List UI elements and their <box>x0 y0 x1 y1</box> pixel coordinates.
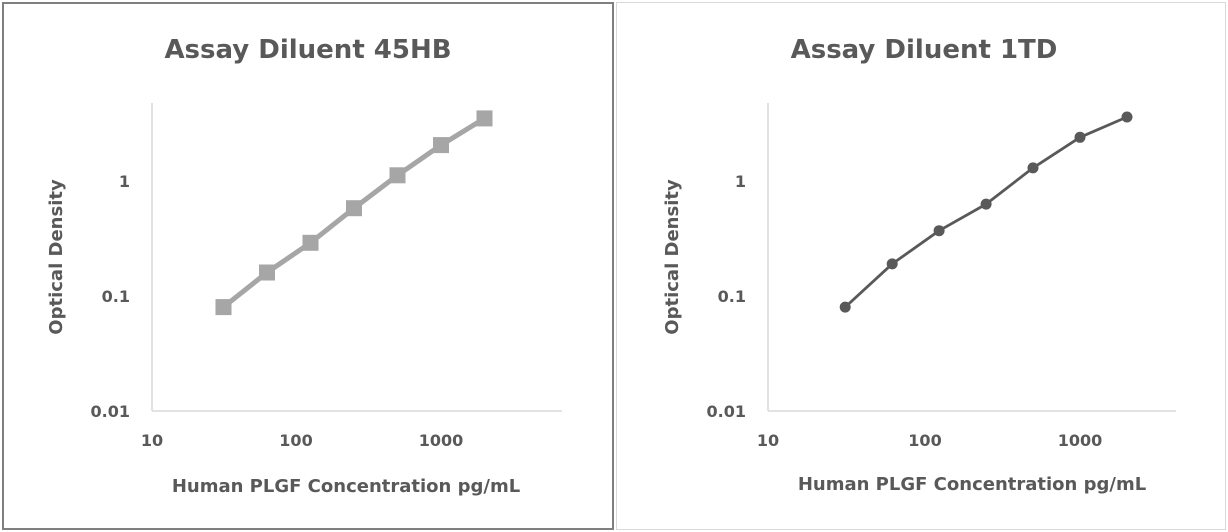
x-tick-label: 10 <box>141 431 163 450</box>
x-tick-label: 100 <box>279 431 312 450</box>
data-point <box>1074 131 1086 143</box>
x-axis-label: Human PLGF Concentration pg/mL <box>172 476 520 497</box>
x-tick-label: 10 <box>757 431 779 450</box>
series-line <box>844 115 1128 309</box>
data-series <box>839 111 1133 313</box>
data-point <box>886 258 898 270</box>
chart-title: Assay Diluent 1TD <box>791 35 1058 65</box>
chart-panel-left: Assay Diluent 45HB 1 0.1 0.01 10 100 100… <box>46 35 562 497</box>
y-tick-label: 0.1 <box>718 287 746 306</box>
data-point <box>215 299 232 316</box>
data-point <box>302 234 319 251</box>
data-point <box>1121 111 1133 123</box>
x-axis-label: Human PLGF Concentration pg/mL <box>798 474 1146 495</box>
y-tick-label: 0.01 <box>91 402 130 421</box>
y-tick-label: 0.01 <box>707 402 746 421</box>
data-point <box>259 264 275 281</box>
data-point <box>346 200 362 217</box>
y-axis-label: Optical Density <box>46 179 67 335</box>
data-point <box>1027 162 1039 174</box>
data-point <box>980 198 992 210</box>
data-series <box>215 110 493 316</box>
data-point <box>389 167 406 184</box>
data-point <box>476 110 493 127</box>
y-tick-label: 0.1 <box>102 287 130 306</box>
chart-left: Assay Diluent 45HB 1 0.1 0.01 10 100 100… <box>46 35 562 497</box>
y-axis-label: Optical Density <box>662 179 683 335</box>
x-tick-label: 1000 <box>1058 431 1103 450</box>
data-point <box>933 225 945 237</box>
y-tick-label: 1 <box>735 172 746 191</box>
x-tick-label: 1000 <box>419 431 464 450</box>
data-point <box>839 301 851 313</box>
y-tick-label: 1 <box>119 172 130 191</box>
x-tick-label: 100 <box>908 431 941 450</box>
chart-title: Assay Diluent 45HB <box>164 35 451 65</box>
chart-right: Assay Diluent 1TD 1 0.1 0.01 10 100 1000… <box>662 35 1176 495</box>
data-point <box>433 137 449 154</box>
chart-panel-right: Assay Diluent 1TD 1 0.1 0.01 10 100 1000… <box>616 0 1228 532</box>
